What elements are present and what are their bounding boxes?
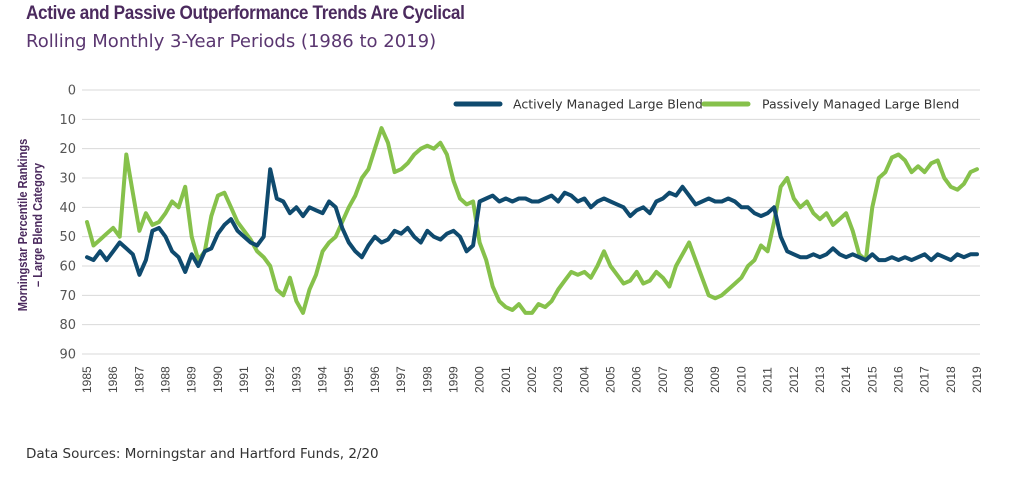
y-tick-label: 60: [59, 260, 76, 275]
x-tick-label: 2019: [970, 366, 984, 393]
x-tick-label: 1998: [420, 366, 434, 393]
x-tick-label: 2007: [656, 366, 670, 393]
x-tick-label: 2009: [708, 366, 722, 393]
chart-subtitle: Rolling Monthly 3-Year Periods (1986 to …: [26, 31, 437, 52]
x-tick-label: 2013: [813, 366, 827, 393]
x-tick-label: 1990: [211, 366, 225, 393]
x-tick-label: 2004: [577, 366, 591, 393]
x-tick-label: 2017: [918, 366, 932, 393]
y-tick-label: 0: [68, 84, 76, 99]
y-tick-label: 90: [59, 348, 76, 363]
series-line-passive: [85, 126, 979, 315]
x-tick-label: 1989: [185, 366, 199, 393]
gridlines: [82, 89, 980, 355]
x-tick-label: 2012: [787, 366, 801, 393]
x-axis-ticks: 1985 1986 1987 1988 1989 1990 1991 1992 1993 1994…: [80, 366, 984, 393]
x-tick-label: 2010: [734, 366, 748, 393]
legend-label-passive: Passively Managed Large Blend: [762, 97, 959, 112]
x-tick-label: 2015: [865, 366, 879, 393]
legend: Actively Managed Large Blend Passively M…: [453, 97, 959, 112]
x-tick-label: 1999: [446, 366, 460, 393]
y-tick-label: 40: [59, 201, 76, 216]
x-tick-label: 1993: [289, 366, 303, 393]
x-tick-label: 2018: [944, 366, 958, 393]
x-tick-label: 2006: [630, 366, 644, 393]
x-tick-label: 1987: [132, 366, 146, 393]
x-tick-label: 2003: [551, 366, 565, 393]
y-tick-label: 30: [59, 172, 76, 187]
y-tick-label: 70: [59, 289, 76, 304]
x-tick-label: 1997: [394, 366, 408, 393]
x-tick-label: 1986: [106, 366, 120, 393]
x-tick-label: 2014: [839, 366, 853, 393]
x-tick-label: 2005: [604, 366, 618, 393]
x-tick-label: 1988: [159, 366, 173, 393]
x-tick-label: 2002: [525, 366, 539, 393]
x-tick-label: 2016: [891, 366, 905, 393]
x-tick-label: 1991: [237, 366, 251, 393]
x-tick-label: 1985: [80, 366, 94, 393]
x-tick-label: 2001: [499, 366, 513, 393]
y-tick-label: 80: [59, 318, 76, 333]
legend-label-active: Actively Managed Large Blend: [513, 97, 703, 112]
chart-title: Active and Passive Outperformance Trends…: [26, 2, 465, 24]
series-line-active: [85, 167, 979, 277]
x-tick-label: 1995: [342, 366, 356, 393]
x-tick-label: 2011: [761, 367, 775, 393]
x-tick-label: 2008: [682, 366, 696, 393]
series-lines: [85, 126, 979, 315]
x-tick-label: 1996: [368, 366, 382, 393]
x-tick-label: 1994: [316, 366, 330, 393]
x-tick-label: 2000: [473, 366, 487, 393]
y-axis-ticks: 0 10 20 30 40 50 60 70 80 90: [59, 84, 76, 363]
y-tick-label: 50: [59, 230, 76, 245]
y-tick-label: 20: [59, 142, 76, 157]
data-source-note: Data Sources: Morningstar and Hartford F…: [26, 446, 379, 462]
x-tick-label: 1992: [263, 366, 277, 393]
y-tick-label: 10: [59, 113, 76, 128]
